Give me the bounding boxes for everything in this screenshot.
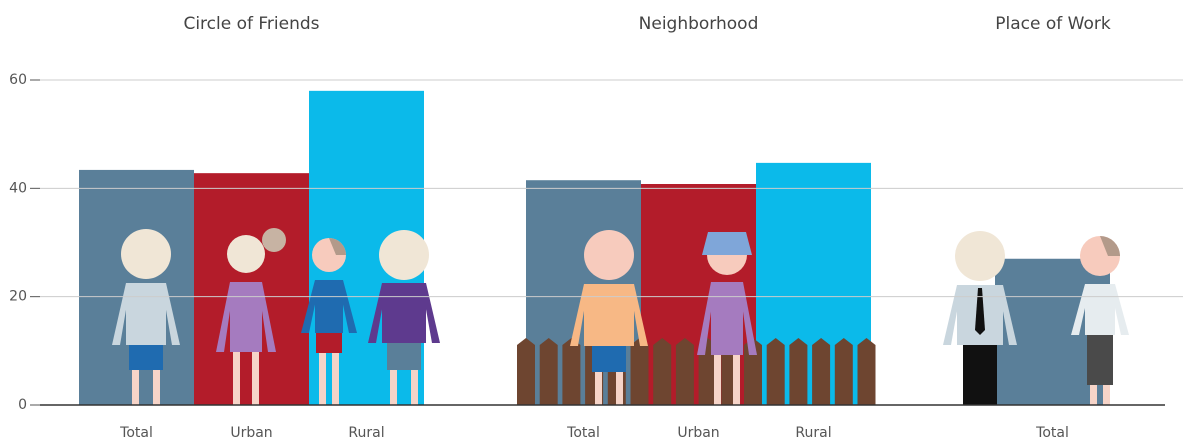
head <box>584 230 634 280</box>
leg <box>319 333 326 405</box>
leg <box>616 346 623 405</box>
arm <box>697 282 713 355</box>
fence-picket <box>766 338 785 405</box>
arm <box>368 283 384 343</box>
hair <box>329 238 346 255</box>
illustrations <box>112 228 1129 405</box>
torso <box>382 283 426 343</box>
fence-picket <box>653 338 672 405</box>
lower <box>316 333 342 353</box>
torso <box>584 284 634 346</box>
group-title: Neighborhood <box>639 14 759 34</box>
fence-picket <box>517 338 535 405</box>
fence-picket <box>744 338 762 405</box>
fence-picket <box>789 338 808 405</box>
arm <box>216 282 232 352</box>
fence-picket <box>857 338 876 405</box>
x-tick-label: Rural <box>348 425 384 441</box>
head <box>227 235 265 273</box>
fence-picket <box>812 338 831 405</box>
x-tick-label: Urban <box>677 425 719 441</box>
tie <box>975 288 985 335</box>
hair <box>262 228 286 252</box>
leg <box>714 355 721 405</box>
x-tick-label: Rural <box>795 425 831 441</box>
y-tick-label: 20 <box>9 289 27 305</box>
head <box>379 230 429 280</box>
group-title: Circle of Friends <box>183 14 319 34</box>
y-tick-label: 0 <box>18 397 27 413</box>
torso <box>230 282 262 352</box>
fence-picket <box>630 338 649 405</box>
lower <box>592 346 626 372</box>
arm <box>424 283 440 343</box>
fence-picket <box>562 338 581 405</box>
x-tick-label: Total <box>566 425 600 441</box>
torso <box>315 280 343 333</box>
leg <box>153 345 160 405</box>
leg <box>332 333 339 405</box>
arm <box>260 282 276 352</box>
torso <box>126 283 166 345</box>
group-title: Place of Work <box>995 14 1111 34</box>
arm <box>1113 284 1129 335</box>
leg <box>595 346 602 405</box>
arm <box>112 283 128 345</box>
lower <box>387 343 421 370</box>
lower <box>963 345 997 405</box>
y-tick-label: 60 <box>9 72 27 88</box>
leg <box>233 352 240 405</box>
torso <box>711 282 743 355</box>
fence-picket <box>675 338 694 405</box>
leg <box>390 343 397 405</box>
leg <box>733 355 740 405</box>
x-tick-label: Total <box>119 425 153 441</box>
head <box>121 229 171 279</box>
fence-picket <box>834 338 853 405</box>
arm <box>632 284 648 346</box>
arm <box>301 280 317 333</box>
leg <box>411 343 418 405</box>
hat <box>702 232 752 255</box>
arm <box>943 285 959 345</box>
y-tick-label: 40 <box>9 180 27 196</box>
x-tick-label: Urban <box>230 425 272 441</box>
arm <box>164 283 180 345</box>
arm <box>341 280 357 333</box>
leg <box>132 345 139 405</box>
torso <box>1085 284 1115 335</box>
lower <box>1087 335 1113 385</box>
arm <box>570 284 586 346</box>
leg <box>252 352 259 405</box>
arm <box>741 282 757 355</box>
hair <box>1100 236 1120 256</box>
x-tick-label: Total <box>1035 425 1069 441</box>
arm <box>1001 285 1017 345</box>
lower <box>129 345 163 370</box>
fence-picket <box>539 338 558 405</box>
head <box>955 231 1005 281</box>
